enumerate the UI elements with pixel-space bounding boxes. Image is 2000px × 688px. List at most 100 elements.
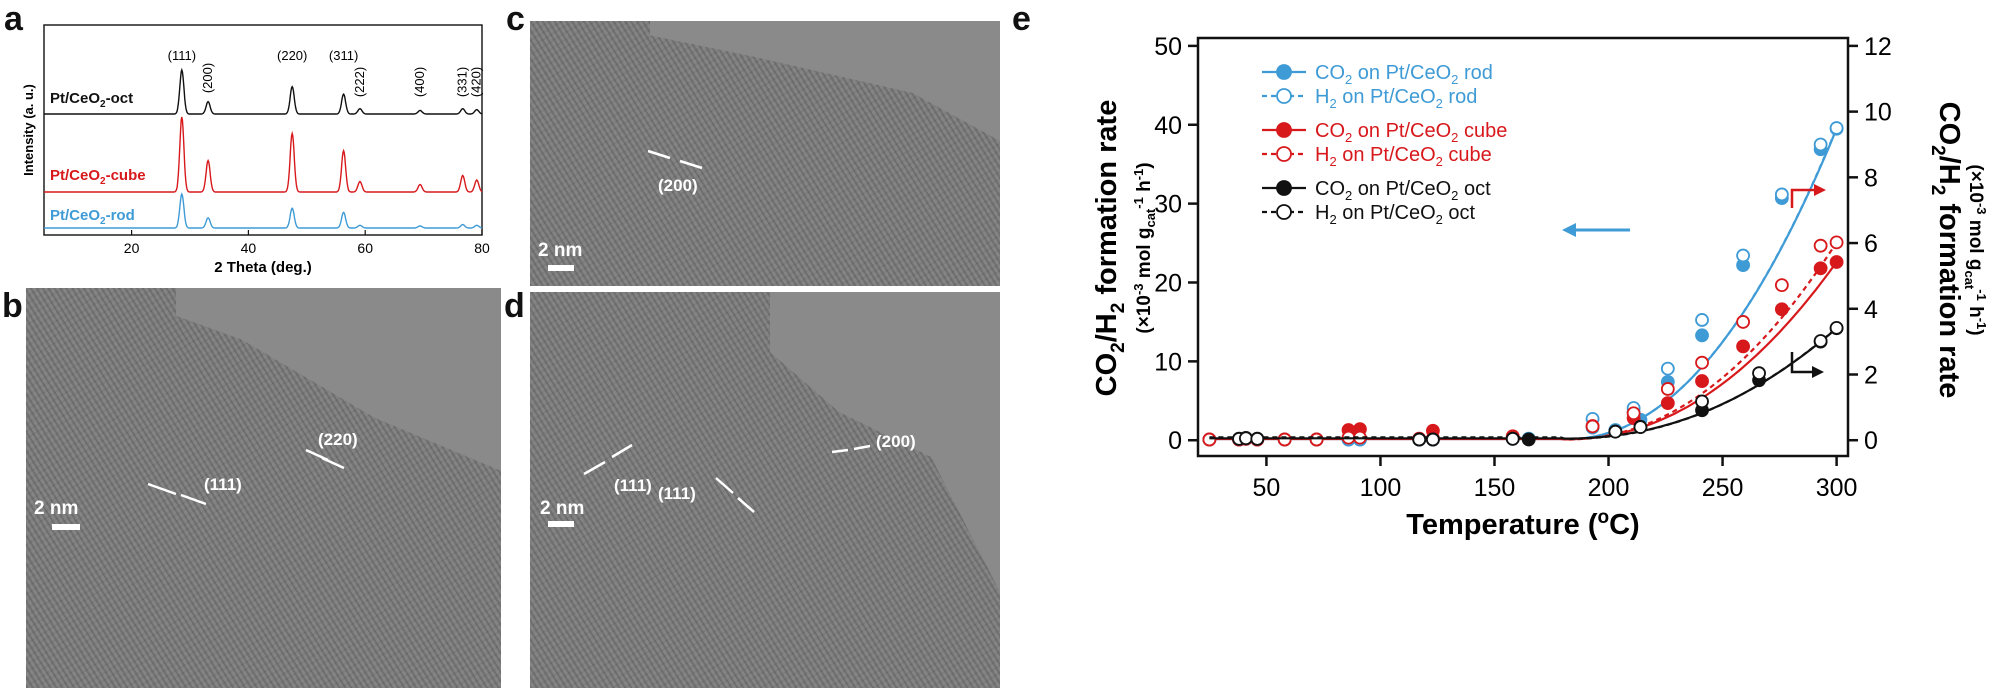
rate-right-axis-label: CO2/H2 formation rate <box>1927 102 1965 399</box>
rate-data-point <box>1829 235 1844 250</box>
panel-letter-c: c <box>506 0 525 38</box>
panel-letter-a: a <box>4 0 23 38</box>
rate-data-point <box>1250 432 1265 446</box>
xrd-label-oct: Pt/CeO2-oct <box>50 90 133 110</box>
rate-data-point <box>1774 302 1789 317</box>
tem-d-scalebar <box>548 521 574 527</box>
rate-data-point <box>1736 248 1750 263</box>
panel-letter-e: e <box>1012 0 1031 38</box>
xrd-x-tick-label: 80 <box>474 240 490 256</box>
xrd-peak-label: (200) <box>200 63 215 93</box>
right-axis-indicator-arrow-oct <box>1790 352 1824 378</box>
rate-legend-marker <box>1276 122 1292 138</box>
tem-d-arrows <box>583 443 871 513</box>
xrd-peak-label: (222) <box>352 67 367 97</box>
tem-c-arrows <box>647 149 703 170</box>
tem-image-b: (220) (111) 2 nm <box>26 288 501 688</box>
xrd-peak-label: (111) <box>168 48 196 63</box>
rate-data-point <box>1736 315 1750 329</box>
rate-data-point <box>1813 334 1828 348</box>
rate-legend-label: CO2 on Pt/CeO2 cube <box>1315 120 1507 145</box>
xrd-peak-label: (400) <box>412 67 427 97</box>
rate-right-tick-label: 12 <box>1864 33 1892 61</box>
rate-data-point <box>1813 261 1828 276</box>
rate-x-tick-label: 250 <box>1702 474 1744 502</box>
tem-c-label-200: (200) <box>658 176 698 195</box>
rate-data-point <box>1695 313 1709 327</box>
rate-data-point <box>1813 238 1828 253</box>
rate-data-point <box>1238 431 1253 446</box>
rate-right-tick-label: 0 <box>1864 427 1878 455</box>
panel-letter-d: d <box>504 287 525 325</box>
rate-data-point <box>1829 255 1844 269</box>
rate-data-point <box>1505 432 1520 446</box>
rate-data-point <box>1829 320 1844 335</box>
rate-legend-marker <box>1276 180 1292 196</box>
rate-left-tick-label: 10 <box>1154 348 1182 376</box>
rate-right-tick-label: 4 <box>1864 296 1878 324</box>
rate-left-axis-unit: (×10-3 mol gcat-1 h-1) <box>1131 162 1158 333</box>
tem-d-label-111-bottom: (111) <box>658 484 696 503</box>
xrd-chart: (111) (200) (220) (311) (222) (400) (331) (420)… <box>21 24 490 275</box>
rate-data-point <box>1813 137 1828 152</box>
rate-left-tick-label: 50 <box>1154 33 1182 61</box>
xrd-x-tick-label: 40 <box>241 240 257 256</box>
tem-c-scalebar <box>548 265 574 271</box>
tem-b-scalebar <box>52 524 80 530</box>
xrd-peak-label: (420) <box>469 67 484 97</box>
xrd-label-rod: Pt/CeO2-rod <box>50 207 135 227</box>
rate-left-tick-label: 0 <box>1168 427 1182 455</box>
tem-image-d: (111) (200) (111) 2 nm <box>530 292 1000 688</box>
rate-x-axis-label: Temperature (oC) <box>1406 507 1639 541</box>
rate-plot-frame <box>1196 36 1850 458</box>
rate-data-point <box>1660 396 1675 411</box>
rate-data-point <box>1426 432 1440 447</box>
rate-data-point <box>1521 432 1536 447</box>
rate-data-point <box>1412 432 1427 447</box>
rate-data-point <box>1585 419 1600 434</box>
rate-data-point <box>1736 339 1750 354</box>
xrd-series-cube <box>44 116 483 193</box>
xrd-peak-label: (220) <box>277 48 307 63</box>
rate-data-point <box>1774 187 1789 202</box>
rate-data-point <box>1829 121 1844 135</box>
xrd-peak-label: (331) <box>455 67 470 97</box>
xrd-series-oct <box>44 67 483 115</box>
rate-left-tick-label: 20 <box>1154 269 1182 297</box>
xrd-x-tick-label: 60 <box>357 240 373 256</box>
rate-left-axis-label: CO2/H2 formation rate <box>1091 100 1129 397</box>
rate-data-point <box>1660 361 1675 376</box>
xrd-series-rod <box>44 192 483 229</box>
right-axis-indicator-arrow-cube <box>1790 184 1826 208</box>
rate-legend-marker <box>1276 146 1292 162</box>
rate-right-axis-unit: (×10-3 mol gcat-1 h-1) <box>1962 164 1989 335</box>
xrd-y-axis-label: Intensity (a. u.) <box>21 84 36 176</box>
xrd-peak-label: (311) <box>329 48 358 63</box>
rate-legend-marker <box>1276 204 1292 220</box>
rate-data-point <box>1202 432 1217 447</box>
rate-x-tick-label: 300 <box>1816 474 1858 502</box>
tem-b-label-220: (220) <box>318 430 358 449</box>
xrd-plot-frame <box>43 24 483 236</box>
xrd-x-axis-label: 2 Theta (deg.) <box>214 259 312 275</box>
rate-legend-marker <box>1276 64 1292 80</box>
xrd-label-cube: Pt/CeO2-cube <box>50 167 146 187</box>
rate-data-point <box>1309 432 1324 447</box>
rate-right-tick-label: 8 <box>1864 164 1878 192</box>
rate-data-point <box>1774 278 1789 293</box>
tem-image-c: (200) 2 nm <box>530 21 1000 286</box>
rate-data-point <box>1752 366 1766 381</box>
tem-c-scale-text: 2 nm <box>538 240 583 261</box>
rate-x-tick-label: 50 <box>1253 474 1281 502</box>
rate-legend-label: H2 on Pt/CeO2 oct <box>1315 202 1476 227</box>
tem-d-label-200: (200) <box>876 432 916 451</box>
rate-x-tick-label: 200 <box>1588 474 1630 502</box>
rate-data-point <box>1695 355 1709 370</box>
rate-legend-label: CO2 on Pt/CeO2 oct <box>1315 178 1491 203</box>
rate-legend-marker <box>1276 88 1292 104</box>
rate-fit-line <box>1209 329 1836 440</box>
panel-letter-b: b <box>2 287 23 325</box>
tem-b-arrows <box>147 448 345 506</box>
left-axis-indicator-arrow <box>1562 223 1630 237</box>
